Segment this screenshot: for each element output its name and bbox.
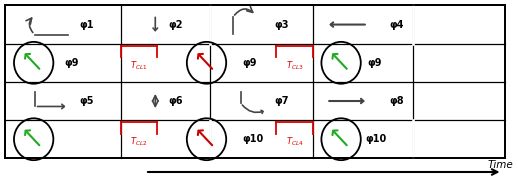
Text: $T_{CL3}$: $T_{CL3}$: [285, 59, 304, 72]
Text: φ1: φ1: [79, 20, 94, 29]
Text: φ8: φ8: [389, 96, 404, 106]
Text: φ5: φ5: [79, 96, 94, 106]
Text: φ9: φ9: [243, 58, 257, 68]
Bar: [5, 5, 505, 158]
Text: $T_{CL1}$: $T_{CL1}$: [131, 59, 148, 72]
Text: φ10: φ10: [243, 134, 264, 144]
Text: $T_{CL4}$: $T_{CL4}$: [285, 136, 304, 148]
Text: Time: Time: [487, 160, 513, 170]
Text: φ4: φ4: [389, 20, 404, 29]
Text: φ9: φ9: [367, 58, 381, 68]
Text: φ9: φ9: [65, 58, 79, 68]
Text: φ3: φ3: [275, 20, 290, 29]
Text: φ10: φ10: [365, 134, 386, 144]
Text: φ7: φ7: [275, 96, 290, 106]
Text: φ2: φ2: [169, 20, 183, 29]
Text: φ6: φ6: [169, 96, 183, 106]
Text: $T_{CL2}$: $T_{CL2}$: [131, 136, 148, 148]
